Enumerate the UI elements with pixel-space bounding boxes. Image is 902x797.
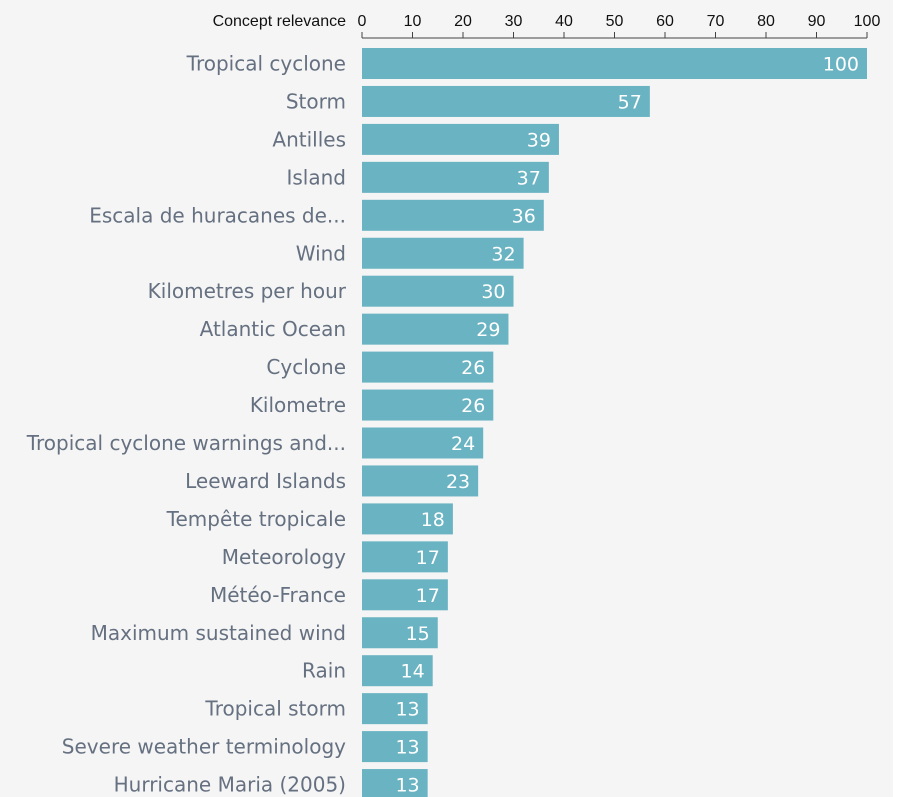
bar — [362, 541, 448, 573]
bar — [362, 85, 650, 117]
category-label: Severe weather terminology — [62, 735, 346, 759]
bar — [362, 48, 867, 79]
value-label: 30 — [481, 281, 505, 303]
value-label: 13 — [395, 775, 419, 797]
x-tick-label: 70 — [707, 13, 725, 30]
category-label: Cyclone — [266, 355, 346, 379]
category-label: Rain — [302, 659, 346, 683]
bar — [362, 389, 494, 421]
category-label: Tropical storm — [204, 697, 346, 721]
category-label: Storm — [286, 89, 346, 113]
value-label: 17 — [416, 585, 440, 607]
category-label: Island — [286, 165, 346, 189]
value-label: 15 — [406, 623, 430, 645]
category-label: Météo-France — [210, 583, 346, 607]
bar — [362, 313, 509, 345]
value-label: 100 — [823, 54, 859, 76]
bar — [362, 351, 494, 383]
value-label: 36 — [512, 205, 536, 227]
value-label: 39 — [527, 129, 551, 151]
bar — [362, 617, 438, 649]
value-label: 13 — [395, 699, 419, 721]
bar — [362, 503, 453, 535]
x-tick-label: 20 — [454, 13, 472, 30]
bar — [362, 427, 484, 459]
bar — [362, 693, 428, 725]
value-label: 14 — [401, 661, 425, 683]
category-label: Hurricane Maria (2005) — [114, 773, 346, 797]
x-tick-label: 100 — [854, 13, 881, 30]
category-label: Meteorology — [222, 545, 346, 569]
x-tick-label: 60 — [656, 13, 674, 30]
value-label: 17 — [416, 547, 440, 569]
category-label: Tropical cyclone warnings and... — [26, 431, 346, 455]
bar — [362, 275, 514, 307]
category-label: Leeward Islands — [185, 469, 346, 493]
category-label: Atlantic Ocean — [200, 317, 346, 341]
category-label: Tempête tropicale — [166, 507, 346, 531]
value-label: 18 — [421, 509, 445, 531]
value-label: 29 — [476, 319, 500, 341]
x-tick-label: 80 — [757, 13, 775, 30]
category-label: Kilometre — [250, 393, 346, 417]
x-tick-label: 40 — [555, 13, 573, 30]
category-label: Tropical cyclone — [186, 52, 346, 76]
category-label: Antilles — [272, 127, 346, 151]
value-label: 23 — [446, 471, 470, 493]
bar — [362, 237, 524, 269]
x-tick-label: 10 — [404, 13, 422, 30]
bar — [362, 769, 428, 797]
value-label: 24 — [451, 433, 475, 455]
x-tick-label: 30 — [505, 13, 523, 30]
bar — [362, 465, 479, 497]
value-label: 26 — [461, 357, 485, 379]
bar — [362, 199, 544, 231]
x-tick-label: 0 — [358, 13, 367, 30]
category-label: Maximum sustained wind — [91, 621, 346, 645]
category-label: Kilometres per hour — [148, 279, 347, 303]
bar — [362, 655, 433, 687]
value-label: 26 — [461, 395, 485, 417]
bar — [362, 161, 549, 193]
value-label: 37 — [517, 167, 541, 189]
x-tick-label: 50 — [606, 13, 624, 30]
bar — [362, 579, 448, 611]
category-label: Escala de huracanes de... — [89, 203, 346, 227]
value-label: 32 — [491, 243, 515, 265]
bar — [362, 731, 428, 763]
x-tick-label: 90 — [808, 13, 826, 30]
bar — [362, 123, 559, 155]
axis-title: Concept relevance — [213, 13, 347, 30]
value-label: 57 — [618, 91, 642, 113]
category-label: Wind — [296, 241, 346, 265]
value-label: 13 — [395, 737, 419, 759]
